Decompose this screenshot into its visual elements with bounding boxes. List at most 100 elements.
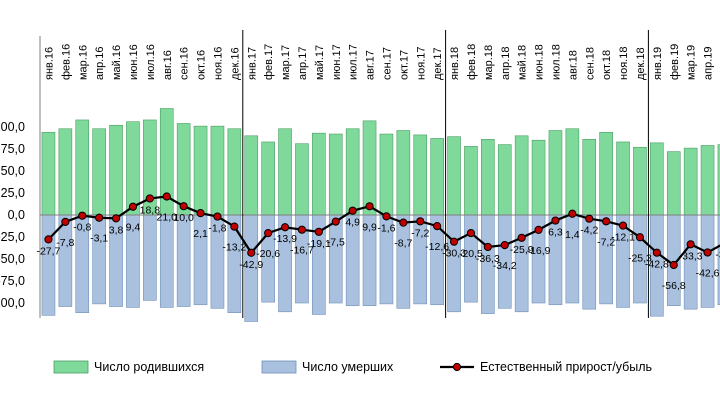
natural-growth-marker [669,260,678,270]
natural-growth-marker [44,235,53,244]
x-tick-label: июн.18 [534,44,546,80]
x-tick-label: июл.16 [145,44,157,80]
natural-growth-data-label: -7,5 [327,237,345,249]
natural-growth-marker [95,213,104,222]
natural-growth-data-label: 9,9 [362,221,377,233]
natural-growth-data-label: 9,4 [126,222,141,234]
birth-bar [633,146,647,216]
x-tick-label: июл.17 [348,44,360,80]
natural-growth-marker [517,233,526,242]
natural-growth-data-label: -36,3 [476,253,500,265]
death-bar [58,214,73,307]
x-tick-label: фев.18 [466,44,478,80]
natural-growth-data-label: -27,7 [36,245,60,257]
natural-growth-marker [686,240,695,249]
death-bar [143,214,157,301]
death-bar [159,214,174,308]
natural-growth-marker [145,194,154,203]
death-bar [700,214,715,308]
birth-bar [210,125,225,216]
natural-growth-data-label: -56,8 [662,280,686,292]
natural-growth-data-label: -0,8 [73,222,91,234]
y-tick-label: -50,0 [0,252,25,266]
natural-growth-data-label: -1,8 [208,223,226,235]
natural-growth-marker [416,217,425,226]
natural-growth-data-label: -16,7 [290,245,314,257]
natural-growth-marker [213,212,222,221]
y-tick-label: 75,0 [1,142,25,156]
death-bar [717,214,720,306]
natural-growth-marker [365,202,374,211]
x-tick-label: авг.17 [365,50,377,80]
y-tick-label: -75,0 [0,274,25,288]
x-tick-label: мар.17 [280,45,292,80]
y-tick-label: 50,0 [1,164,25,178]
natural-growth-marker [483,242,492,252]
birth-bar [261,141,275,216]
birth-bar [514,135,529,216]
birth-bar [41,131,56,216]
natural-growth-data-label: -7,2 [597,236,615,248]
natural-growth-data-label: 1,4 [565,229,580,241]
natural-growth-marker [618,221,628,230]
natural-growth-data-label: -20,5 [459,248,483,260]
natural-growth-data-label: -19,1 [307,238,331,250]
natural-growth-marker [703,248,712,257]
x-tick-label: сен.16 [179,47,191,80]
natural-growth-data-label: -16,9 [527,245,551,257]
x-tick-label: янв.16 [43,47,55,80]
natural-growth-marker [449,237,459,246]
y-tick-label: -100,0 [0,296,25,310]
x-tick-label: июл.18 [550,44,562,80]
birth-bar [176,123,191,216]
natural-growth-marker [179,202,188,211]
death-bar [328,214,343,304]
natural-growth-marker [399,218,408,227]
x-tick-label: окт.17 [398,50,410,80]
birth-bar [109,124,123,216]
natural-growth-data-label: -20,6 [256,248,280,260]
y-tick-label: 0,0 [8,208,25,222]
natural-growth-marker [500,240,509,250]
natural-growth-marker [551,216,560,225]
x-tick-label: фев.16 [60,44,72,80]
natural-growth-data-label: -7,8 [56,237,74,249]
natural-growth-marker [331,217,340,226]
death-bar [447,214,461,313]
natural-growth-data-label: -34,2 [493,260,517,272]
x-tick-label: май.17 [314,45,326,80]
x-tick-label: дек.18 [635,47,647,80]
birth-bar [278,128,292,216]
natural-growth-marker [585,214,594,223]
x-tick-label: май.18 [517,45,529,80]
natural-growth-data-label: -12,6 [425,241,449,253]
x-tick-label: янв.18 [449,47,461,80]
birth-bar [430,138,444,216]
legend-swatch-marker [452,362,462,372]
natural-growth-marker [162,192,171,201]
birth-bar [295,143,309,216]
natural-growth-data-label: 2,1 [193,228,208,240]
birth-bar [582,139,597,216]
x-tick-label: сен.18 [584,47,596,80]
natural-growth-data-label: -12,1 [611,232,635,244]
natural-growth-data-label: 21,0 [157,212,178,224]
natural-growth-data-label: -1,6 [377,222,395,234]
x-tick-label: янв.17 [246,47,258,80]
axes-layer [39,30,720,318]
natural-growth-data-label: -32, [715,249,720,261]
birth-bar [244,135,259,216]
legend-swatch-births [53,360,89,374]
x-tick-label: ноя.17 [415,47,427,80]
birth-bar [700,145,715,216]
birth-bar [92,128,106,216]
x-tick-label: мар.18 [483,45,495,80]
x-tick-label: дек.17 [432,47,444,80]
natural-growth-marker [534,225,543,234]
natural-growth-marker [297,225,307,234]
natural-growth-data-label: -25,9 [510,244,534,256]
natural-growth-data-label: -3,1 [90,233,108,245]
birth-bar [650,142,664,216]
x-tick-label: июн.16 [128,44,140,80]
